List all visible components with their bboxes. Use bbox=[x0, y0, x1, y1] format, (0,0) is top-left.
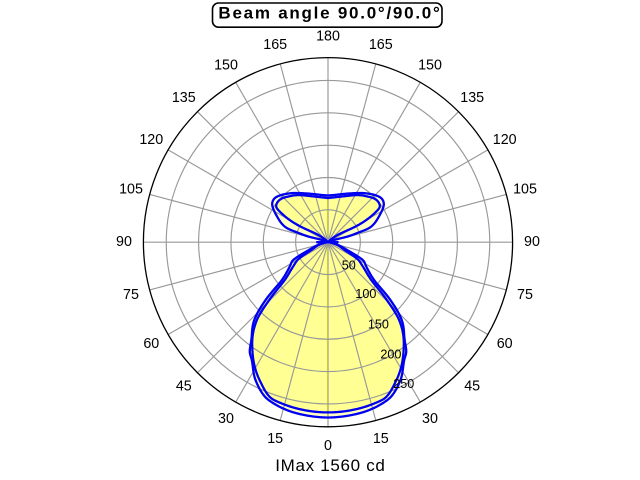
svg-text:15: 15 bbox=[373, 431, 389, 447]
svg-text:60: 60 bbox=[497, 336, 513, 352]
svg-text:150: 150 bbox=[368, 318, 389, 332]
svg-text:60: 60 bbox=[143, 336, 159, 352]
svg-text:250: 250 bbox=[393, 377, 414, 391]
svg-text:50: 50 bbox=[342, 258, 356, 272]
svg-text:150: 150 bbox=[418, 58, 442, 74]
svg-text:100: 100 bbox=[355, 287, 376, 301]
svg-text:45: 45 bbox=[176, 378, 192, 394]
svg-text:0: 0 bbox=[324, 438, 332, 454]
svg-text:120: 120 bbox=[139, 132, 163, 148]
svg-text:165: 165 bbox=[263, 37, 287, 53]
svg-text:135: 135 bbox=[460, 90, 484, 106]
svg-text:75: 75 bbox=[517, 287, 533, 303]
svg-text:45: 45 bbox=[464, 378, 480, 394]
svg-text:75: 75 bbox=[123, 287, 139, 303]
svg-text:165: 165 bbox=[369, 37, 393, 53]
svg-text:IMax 1560 cd: IMax 1560 cd bbox=[275, 456, 385, 475]
svg-text:90: 90 bbox=[524, 234, 540, 250]
svg-text:105: 105 bbox=[119, 181, 143, 197]
svg-text:Beam angle 90.0°/90.0°: Beam angle 90.0°/90.0° bbox=[218, 3, 441, 22]
svg-text:150: 150 bbox=[214, 58, 238, 74]
svg-text:30: 30 bbox=[422, 411, 438, 427]
svg-text:30: 30 bbox=[218, 411, 234, 427]
svg-text:180: 180 bbox=[316, 28, 340, 44]
svg-text:135: 135 bbox=[172, 90, 196, 106]
svg-text:15: 15 bbox=[267, 431, 283, 447]
svg-text:90: 90 bbox=[116, 234, 132, 250]
svg-text:120: 120 bbox=[493, 132, 517, 148]
svg-text:200: 200 bbox=[380, 347, 401, 361]
svg-text:105: 105 bbox=[513, 181, 537, 197]
